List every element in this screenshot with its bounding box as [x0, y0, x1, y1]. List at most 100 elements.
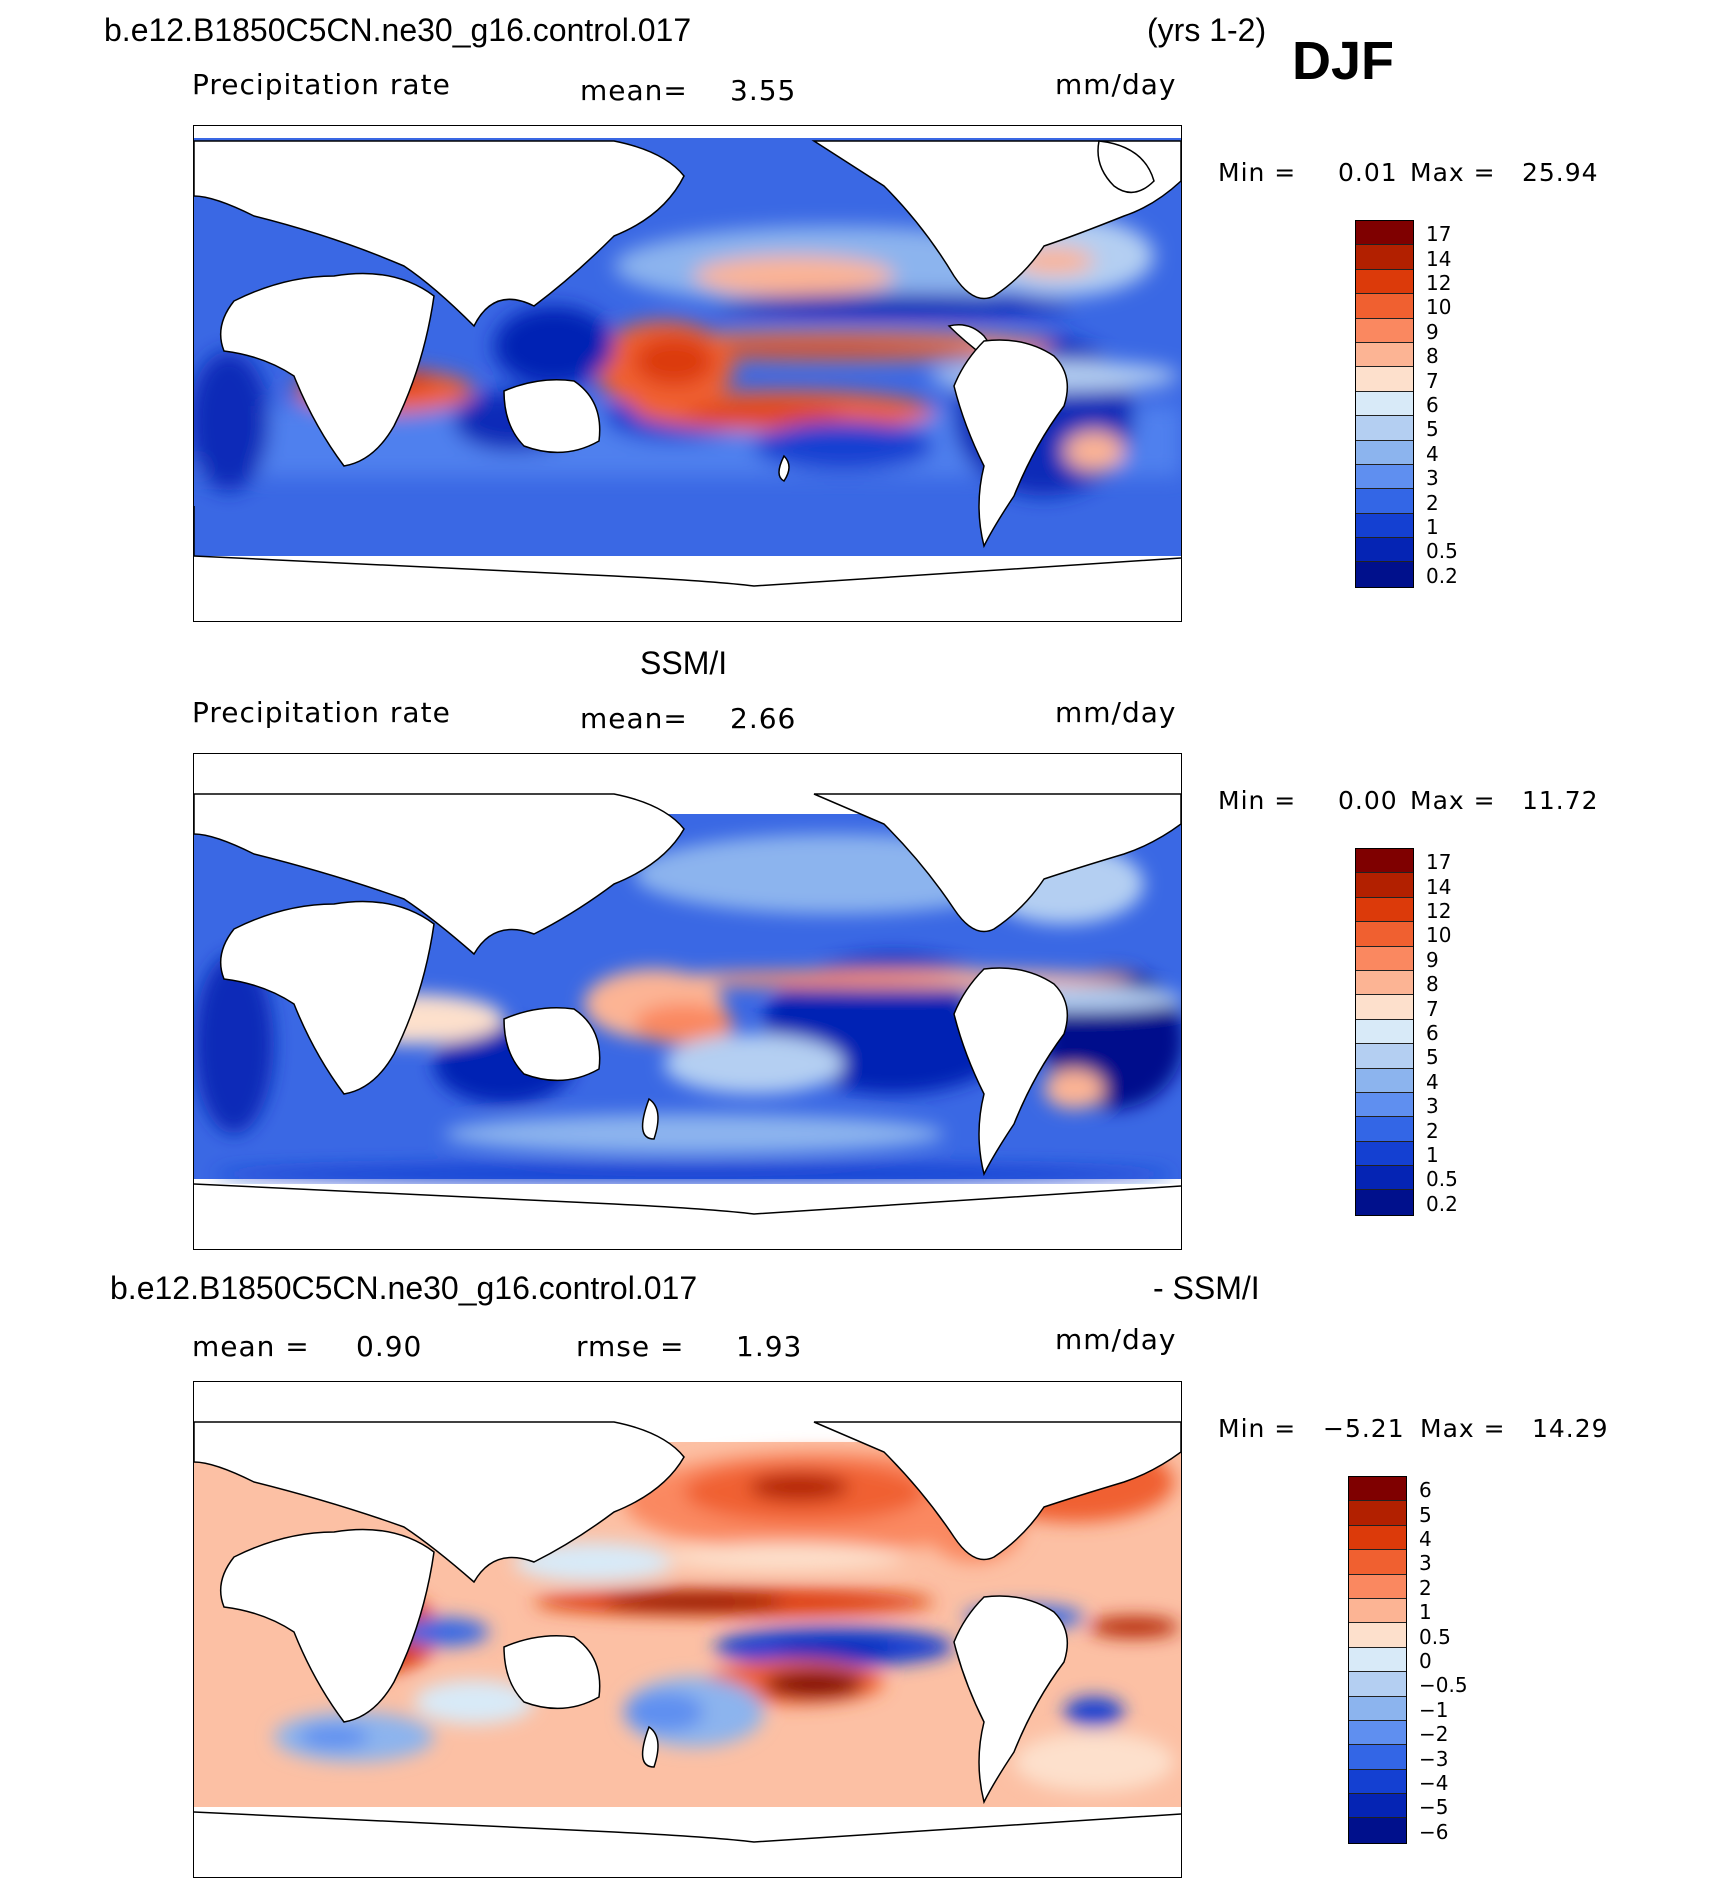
panel1-map [193, 125, 1182, 622]
panel3-min-label: Min = [1218, 1414, 1297, 1443]
colorbar-tick-label: 3 [1419, 1551, 1432, 1576]
panel3-title-right: - SSM/I [1153, 1270, 1260, 1306]
panel3-map [193, 1381, 1182, 1878]
colorbar-swatch [1349, 1672, 1406, 1697]
panel1-max-label: Max = [1410, 158, 1496, 187]
colorbar-tick-label: 2 [1426, 490, 1439, 515]
panel1-mean-label: mean= [580, 74, 688, 107]
panel3-mean-value: 0.90 [356, 1330, 423, 1363]
colorbar-swatch [1356, 970, 1413, 996]
colorbar-swatch [1356, 1068, 1413, 1093]
colorbar-swatch [1356, 1044, 1413, 1069]
colorbar-tick-label: −3 [1419, 1746, 1449, 1771]
colorbar-swatch [1356, 562, 1413, 587]
colorbar-swatch [1356, 513, 1413, 539]
colorbar-tick-label: 1 [1426, 1143, 1439, 1167]
colorbar-tick-label: 12 [1426, 271, 1452, 295]
panel2-min-value: 0.00 [1338, 786, 1398, 815]
colorbar-tick-label: 2 [1426, 1118, 1439, 1143]
panel2-units: mm/day [1055, 696, 1177, 729]
colorbar-tick-label: 4 [1426, 1069, 1439, 1094]
colorbar-tick-label: 10 [1426, 295, 1452, 320]
colorbar-tick-label: 4 [1426, 441, 1439, 466]
colorbar-swatch [1356, 873, 1413, 898]
colorbar-swatch [1356, 318, 1413, 343]
colorbar-swatch [1349, 1550, 1406, 1575]
panel1-mean-value: 3.55 [730, 74, 797, 107]
panel3-min-value: −5.21 [1323, 1414, 1405, 1443]
colorbar-swatch [1356, 946, 1413, 971]
colorbar-swatch [1356, 995, 1413, 1020]
colorbar-tick-label: 6 [1419, 1478, 1432, 1503]
colorbar-tick-label: 9 [1426, 947, 1439, 972]
colorbar-tick-label: 8 [1426, 972, 1439, 997]
colorbar-tick-label: −2 [1419, 1722, 1449, 1747]
colorbar-swatch [1356, 897, 1413, 923]
colorbar-swatch [1349, 1574, 1406, 1599]
colorbar-swatch [1356, 464, 1413, 490]
colorbar-tick-label: 7 [1426, 368, 1439, 393]
colorbar-swatch [1349, 1818, 1406, 1843]
panel2-title: SSM/I [640, 645, 728, 681]
colorbar-tick-label: −0.5 [1419, 1673, 1468, 1698]
colorbar-swatch [1356, 849, 1413, 874]
colorbar-tick-label: −6 [1419, 1819, 1449, 1844]
colorbar-swatches [1355, 220, 1414, 588]
colorbar-tick-label: 0.5 [1419, 1624, 1451, 1649]
panel1-min-label: Min = [1218, 158, 1297, 187]
years-label: (yrs 1-2) [1147, 12, 1267, 48]
colorbar-tick-label: 2 [1419, 1575, 1432, 1600]
panel3-rmse-label: rmse = [576, 1330, 685, 1363]
colorbar-swatch [1356, 391, 1413, 417]
colorbar-swatch [1356, 1019, 1413, 1045]
colorbar-swatch [1349, 1769, 1406, 1795]
colorbar-swatch [1356, 1141, 1413, 1167]
colorbar-tick-label: 1 [1426, 515, 1439, 539]
colorbar-tick-label: 3 [1426, 466, 1439, 491]
panel3-rmse-value: 1.93 [736, 1330, 803, 1363]
colorbar-swatch [1356, 1117, 1413, 1142]
colorbar-tick-label: −1 [1419, 1697, 1449, 1722]
season-label: DJF [1292, 31, 1395, 91]
colorbar-swatch [1356, 1166, 1413, 1191]
colorbar-swatch [1356, 269, 1413, 295]
colorbar-swatch [1356, 416, 1413, 441]
colorbar-tick-label: 14 [1426, 246, 1452, 271]
colorbar-swatch [1349, 1696, 1406, 1721]
panel2-max-label: Max = [1410, 786, 1496, 815]
panel3-title-left: b.e12.B1850C5CN.ne30_g16.control.017 [110, 1270, 698, 1306]
colorbar-swatch [1356, 294, 1413, 319]
panel2-map [193, 753, 1182, 1250]
panel1-min-value: 0.01 [1338, 158, 1398, 187]
colorbar-swatches [1355, 848, 1414, 1216]
colorbar-swatch [1356, 440, 1413, 465]
colorbar-tick-label: 9 [1426, 319, 1439, 344]
colorbar-tick-label: −5 [1419, 1795, 1449, 1820]
colorbar-tick-label: 6 [1426, 393, 1439, 417]
colorbar-swatch [1349, 1501, 1406, 1526]
colorbar-swatch [1356, 538, 1413, 563]
colorbar-swatch [1349, 1598, 1406, 1624]
colorbar-tick-label: 0.2 [1426, 563, 1458, 588]
colorbar-tick-label: 5 [1419, 1502, 1432, 1527]
colorbar-swatch [1356, 922, 1413, 947]
colorbar-tick-label: 7 [1426, 996, 1439, 1021]
panel2-max-value: 11.72 [1522, 786, 1599, 815]
colorbar-tick-label: 5 [1426, 417, 1439, 442]
colorbar-swatch [1349, 1720, 1406, 1746]
panel2-min-label: Min = [1218, 786, 1297, 815]
colorbar-swatch [1356, 1092, 1413, 1118]
colorbar-swatch [1349, 1477, 1406, 1502]
colorbar-swatch [1356, 245, 1413, 270]
panel1-max-value: 25.94 [1522, 158, 1599, 187]
panel1-field-label: Precipitation rate [192, 68, 451, 101]
colorbar-tick-label: 14 [1426, 874, 1452, 899]
colorbar-swatch [1356, 342, 1413, 368]
colorbar-tick-label: 8 [1426, 344, 1439, 369]
colorbar-tick-label: 6 [1426, 1021, 1439, 1045]
colorbar-tick-label: 0.2 [1426, 1191, 1458, 1216]
colorbar-swatch [1349, 1794, 1406, 1819]
colorbar-tick-label: 3 [1426, 1094, 1439, 1119]
panel2-field-label: Precipitation rate [192, 696, 451, 729]
case-title: b.e12.B1850C5CN.ne30_g16.control.017 [104, 12, 692, 48]
